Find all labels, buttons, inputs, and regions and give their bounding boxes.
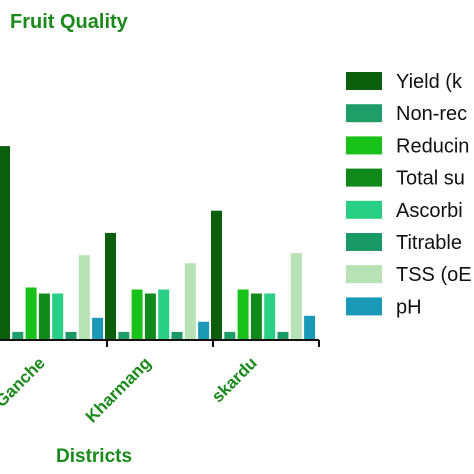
- legend-label: TSS (oE: [396, 264, 472, 286]
- legend-label: Titrable: [396, 232, 462, 254]
- x-tick-label-skardu: skardu: [208, 353, 261, 406]
- bar-ph-ganche: [92, 317, 104, 340]
- legend-swatch: [346, 136, 382, 155]
- bar-reducin-skardu: [237, 289, 249, 340]
- bar-titrable-ganche: [65, 331, 77, 340]
- legend-label: Ascorbi: [396, 200, 463, 222]
- bar-yield-k-kharmang: [105, 232, 116, 340]
- bar-yield-k-skardu: [211, 210, 222, 340]
- bar-reducin-kharmang: [131, 289, 143, 340]
- legend-label: Reducin: [396, 135, 469, 157]
- bar-tss-oe-ganche: [78, 255, 90, 340]
- x-tick-label-ganche: Ganche: [0, 353, 49, 411]
- bar-non-rec-kharmang: [118, 331, 130, 340]
- legend-label: pH: [396, 296, 422, 318]
- bar-ascorbi-ganche: [52, 293, 64, 340]
- bar-total-su-kharmang: [144, 293, 156, 340]
- chart-title: Fruit Quality: [10, 11, 129, 33]
- bar-yield-k-ganche: [0, 146, 10, 340]
- bar-tss-oe-skardu: [290, 253, 302, 340]
- legend-label: Yield (k: [396, 71, 463, 93]
- legend-swatch: [346, 297, 382, 316]
- bar-reducin-ganche: [25, 287, 37, 340]
- bar-tss-oe-kharmang: [184, 263, 196, 340]
- x-axis-title: Districts: [56, 446, 132, 467]
- x-ticks-group: [106, 340, 320, 347]
- x-tick-labels-group: Ganche Kharmang skardu: [0, 353, 261, 426]
- x-tick-label-kharmang: Kharmang: [82, 353, 155, 426]
- bar-ascorbi-kharmang: [158, 289, 170, 340]
- legend-swatch: [346, 233, 382, 251]
- bar-non-rec-skardu: [224, 331, 236, 340]
- bars-group: [0, 146, 316, 340]
- bar-total-su-ganche: [38, 293, 50, 340]
- legend-swatch: [346, 72, 382, 90]
- bar-titrable-kharmang: [171, 331, 183, 340]
- legend: Yield (k Non-rec Reducin Total su Ascorbi Tit…: [346, 71, 472, 318]
- legend-swatch: [346, 200, 382, 219]
- bar-total-su-skardu: [250, 293, 262, 340]
- legend-label: Non-rec: [396, 103, 467, 125]
- legend-swatch: [346, 168, 382, 187]
- bar-ascorbi-skardu: [264, 293, 276, 340]
- bar-titrable-skardu: [277, 331, 289, 340]
- legend-swatch: [346, 104, 382, 123]
- bar-ph-skardu: [304, 315, 316, 340]
- legend-label: Total su: [396, 168, 465, 190]
- legend-swatch: [346, 265, 382, 284]
- bar-ph-kharmang: [198, 321, 210, 340]
- bar-non-rec-ganche: [12, 331, 24, 340]
